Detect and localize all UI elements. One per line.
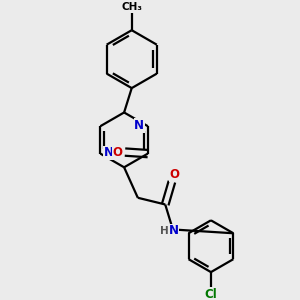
Text: CH₃: CH₃ bbox=[121, 2, 142, 12]
Text: H: H bbox=[160, 226, 169, 236]
Text: O: O bbox=[169, 168, 179, 182]
Text: Cl: Cl bbox=[205, 287, 217, 300]
Text: N: N bbox=[134, 119, 144, 132]
Text: N: N bbox=[104, 146, 114, 160]
Text: O: O bbox=[113, 146, 123, 159]
Text: N: N bbox=[169, 224, 178, 237]
